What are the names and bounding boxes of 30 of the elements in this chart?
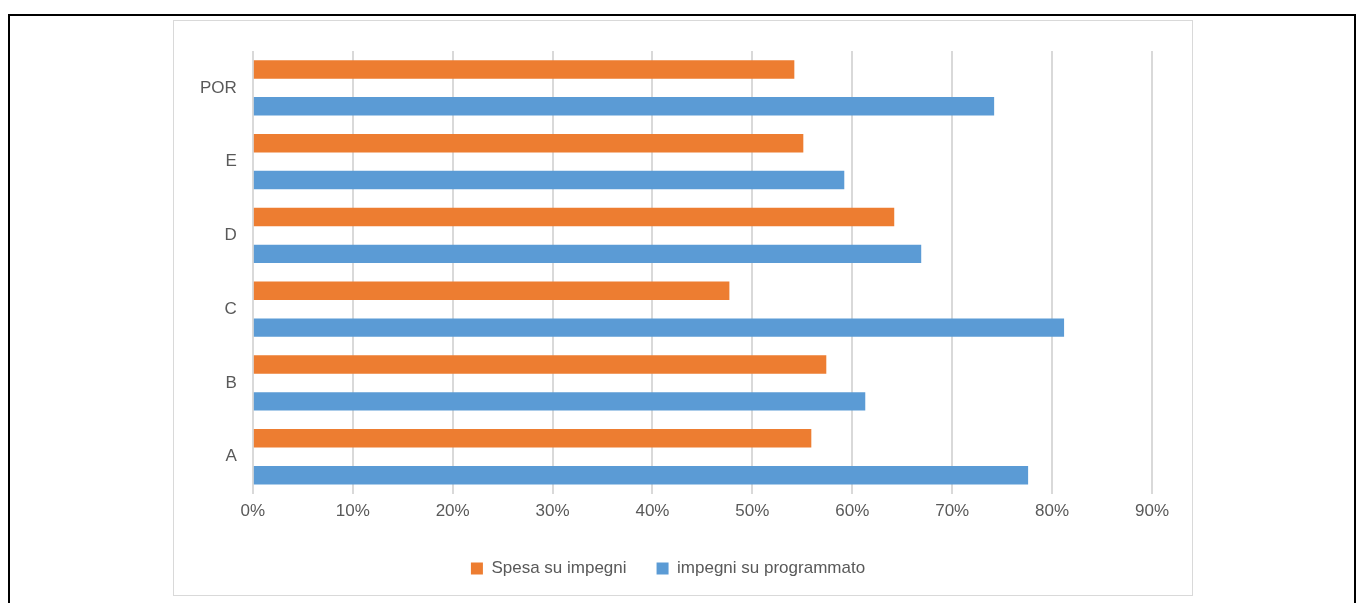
x-tick-label: 10% [335, 501, 370, 521]
x-tick-label: 80% [1035, 501, 1070, 521]
bar [253, 429, 812, 448]
y-tick-label: A [225, 446, 238, 466]
x-tick-label: 70% [935, 501, 970, 521]
y-tick-label: B [225, 372, 237, 392]
x-tick-label: 40% [635, 501, 670, 521]
x-tick-label: 20% [435, 501, 470, 521]
bar [253, 244, 922, 264]
y-tick-label: POR [200, 77, 237, 97]
x-tick-label: 30% [535, 501, 570, 521]
x-tick-label: 60% [835, 501, 870, 521]
y-tick-label: D [224, 225, 237, 245]
bar [253, 170, 845, 190]
bar [253, 133, 804, 153]
legend-label: Spesa su impegni [491, 558, 627, 578]
legend-label: impegni su programmato [677, 558, 866, 578]
x-tick-label: 90% [1134, 501, 1170, 521]
bar [253, 281, 730, 300]
y-tick-label: E [225, 151, 237, 171]
bar [253, 392, 866, 411]
bar [253, 355, 827, 374]
x-tick-label: 50% [735, 501, 770, 521]
bar [253, 97, 995, 116]
x-tick-label: 0% [240, 501, 266, 521]
y-tick-label: C [224, 298, 237, 318]
bar [253, 207, 895, 227]
bar [253, 60, 795, 79]
bar [253, 465, 1029, 485]
bar [253, 318, 1065, 337]
